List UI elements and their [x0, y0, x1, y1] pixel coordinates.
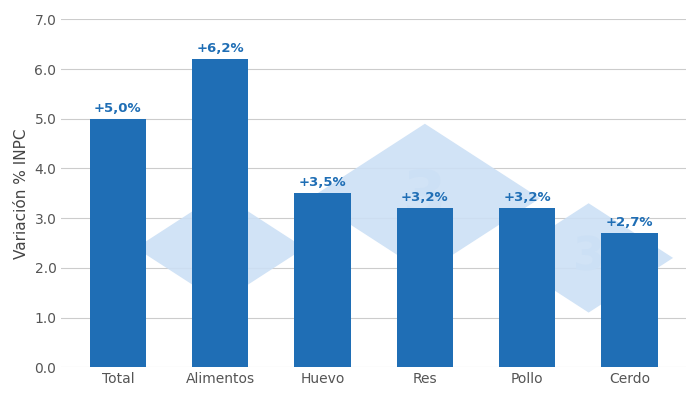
- Polygon shape: [309, 124, 540, 273]
- Text: +3,5%: +3,5%: [299, 176, 346, 189]
- Y-axis label: Variación % INPC: Variación % INPC: [14, 128, 29, 258]
- Polygon shape: [504, 203, 673, 312]
- Text: +3,2%: +3,2%: [401, 191, 449, 204]
- Bar: [192, 59, 248, 367]
- Text: 3: 3: [403, 168, 447, 228]
- Text: +3,2%: +3,2%: [503, 191, 551, 204]
- Text: +5,0%: +5,0%: [94, 102, 141, 115]
- Polygon shape: [136, 193, 304, 303]
- Bar: [601, 233, 658, 367]
- Bar: [90, 119, 146, 367]
- Text: +2,7%: +2,7%: [606, 216, 653, 229]
- Text: +6,2%: +6,2%: [197, 42, 244, 55]
- Bar: [295, 193, 351, 367]
- Bar: [499, 208, 555, 367]
- Text: 3: 3: [573, 236, 605, 280]
- Bar: [397, 208, 453, 367]
- Text: 3: 3: [204, 226, 236, 270]
